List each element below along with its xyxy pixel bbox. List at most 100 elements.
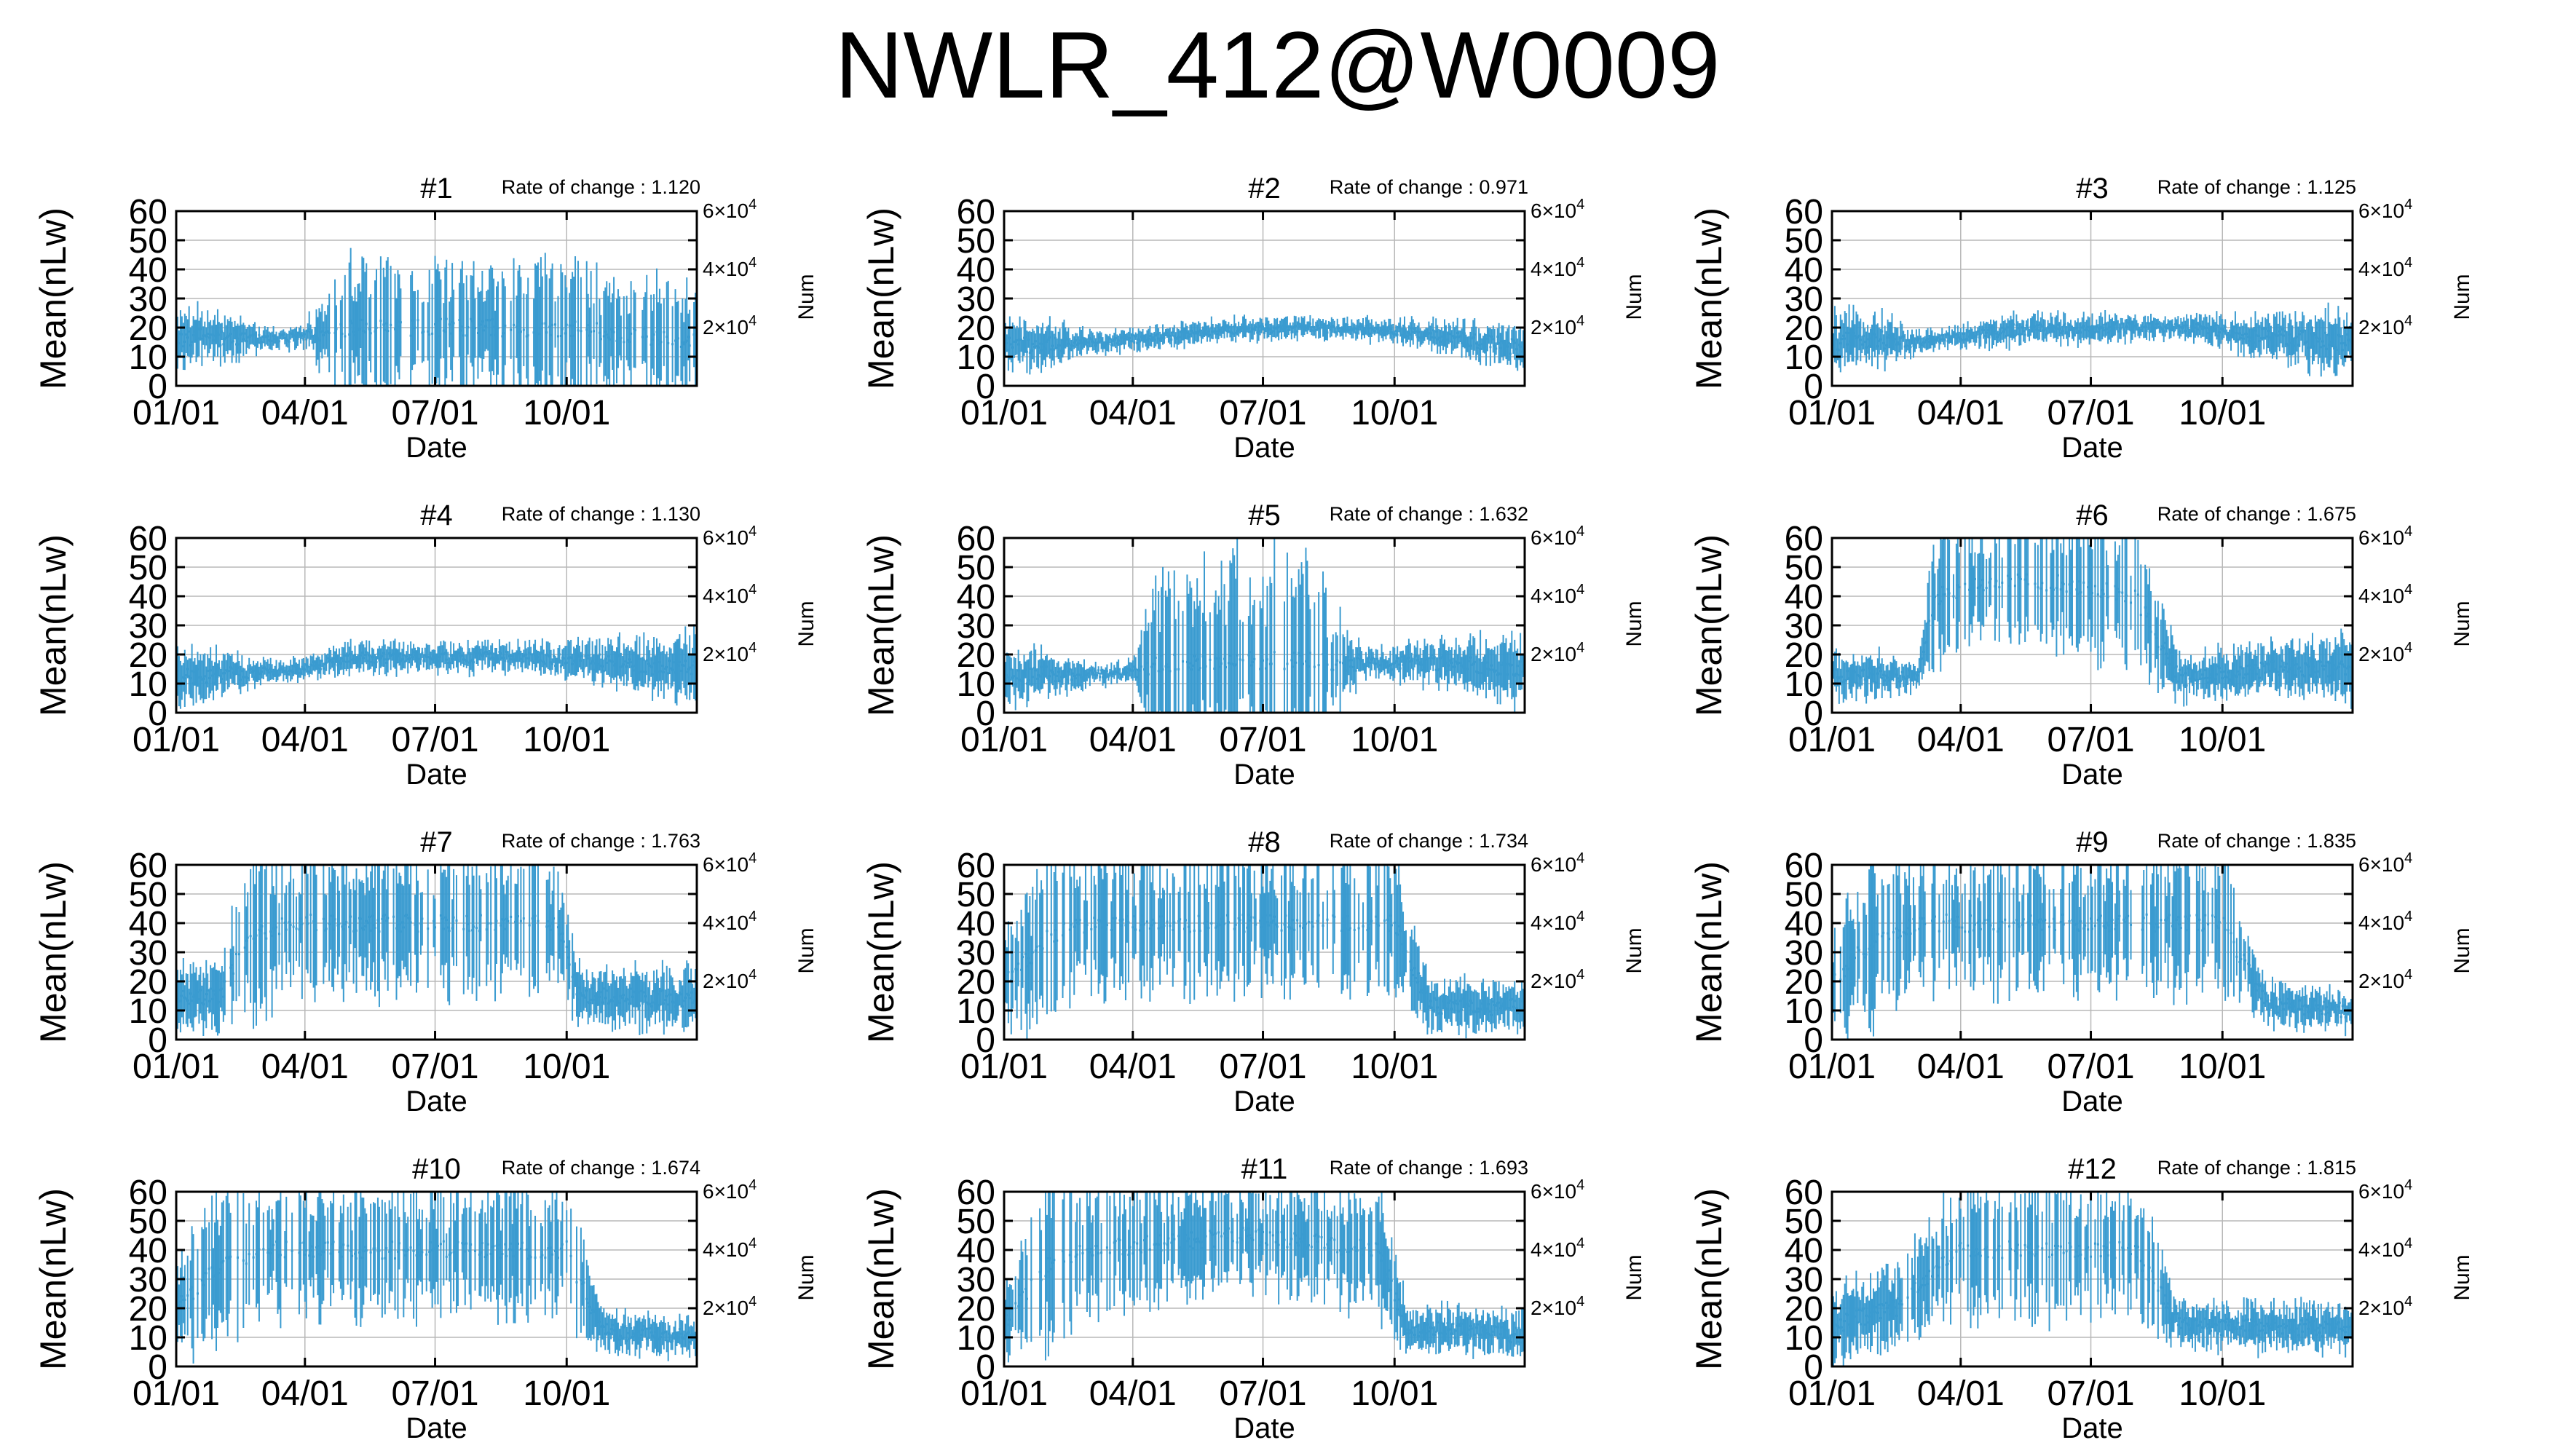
data-series xyxy=(1003,865,1526,1040)
x-tick-label: 10/01 xyxy=(523,721,610,759)
y-tick-label: 50 xyxy=(129,222,167,261)
y2-tick-label: 6×104 xyxy=(2358,523,2412,549)
y-tick-label: 30 xyxy=(1785,280,1823,319)
x-axis-label: Date xyxy=(2061,432,2123,464)
panel-title: #5 xyxy=(1248,499,1281,531)
x-tick-label: 10/01 xyxy=(523,394,610,432)
y-tick-label: 30 xyxy=(129,280,167,319)
rate-of-change-label: Rate of change : 1.675 xyxy=(2157,503,2356,525)
y-tick-label: 0 xyxy=(1804,695,1823,733)
panel-title: #4 xyxy=(420,499,453,531)
y2-tick-label: 2×104 xyxy=(703,313,757,339)
y2-axis-label: Num xyxy=(1622,274,1646,320)
y-tick-label: 40 xyxy=(1785,251,1823,290)
x-tick-label: 04/01 xyxy=(1917,394,2005,432)
rate-of-change-label: Rate of change : 1.632 xyxy=(1330,503,1528,525)
x-tick-label: 01/01 xyxy=(960,394,1048,432)
y2-axis: 2×104 4×104 6×104 xyxy=(703,197,757,339)
y-tick-label: 10 xyxy=(957,665,995,704)
y-tick-label: 40 xyxy=(129,905,167,943)
y-tick-label: 60 xyxy=(129,193,167,232)
y-tick-label: 30 xyxy=(129,934,167,973)
x-axis: 01/01 04/01 07/01 10/01 xyxy=(133,865,610,1086)
x-tick-label: 07/01 xyxy=(1219,394,1306,432)
x-tick-label: 04/01 xyxy=(261,721,349,759)
y-tick-label: 60 xyxy=(957,193,995,232)
y-tick-label: 60 xyxy=(129,520,167,558)
y-tick-label: 10 xyxy=(1785,665,1823,704)
rate-of-change-label: Rate of change : 1.130 xyxy=(502,503,700,525)
y2-axis: 2×104 4×104 6×104 xyxy=(2358,197,2412,339)
x-tick-label: 10/01 xyxy=(2179,721,2266,759)
y-tick-label: 60 xyxy=(1785,520,1823,558)
rate-of-change-label: Rate of change : 1.120 xyxy=(502,176,700,198)
y2-axis-label: Num xyxy=(794,601,818,646)
x-tick-label: 10/01 xyxy=(523,1048,610,1086)
x-tick-label: 01/01 xyxy=(133,721,220,759)
y-tick-label: 40 xyxy=(1785,578,1823,617)
x-axis-label: Date xyxy=(406,759,467,791)
y2-tick-label: 6×104 xyxy=(703,197,757,222)
x-tick-label: 01/01 xyxy=(1788,721,1876,759)
x-tick-label: 01/01 xyxy=(133,394,220,432)
x-axis: 01/01 04/01 07/01 10/01 xyxy=(1788,211,2266,432)
x-axis-label: Date xyxy=(406,432,467,464)
y-axis-label: Mean(nLw) xyxy=(1689,534,1729,716)
x-tick-label: 07/01 xyxy=(2047,394,2134,432)
y-tick-label: 10 xyxy=(129,339,167,377)
y-tick-label: 60 xyxy=(129,847,167,885)
x-tick-label: 07/01 xyxy=(1219,721,1306,759)
data-series xyxy=(1003,314,1526,375)
y-tick-label: 0 xyxy=(148,1021,167,1060)
y-tick-label: 50 xyxy=(129,876,167,914)
y-tick-label: 30 xyxy=(129,607,167,646)
x-tick-label: 01/01 xyxy=(960,721,1048,759)
y-tick-label: 10 xyxy=(1785,339,1823,377)
panel-title: #7 xyxy=(420,826,453,858)
y2-tick-label: 6×104 xyxy=(703,850,757,876)
y2-axis-label: Num xyxy=(2450,274,2474,320)
y2-tick-label: 6×104 xyxy=(1531,197,1584,222)
x-tick-label: 04/01 xyxy=(1917,721,2005,759)
y2-tick-label: 4×104 xyxy=(2358,582,2412,607)
y2-axis-label: Num xyxy=(794,274,818,320)
data-series xyxy=(175,624,698,709)
x-axis: 01/01 04/01 07/01 10/01 xyxy=(133,538,610,759)
grid xyxy=(1832,211,2353,386)
y2-axis: 2×104 4×104 6×104 xyxy=(703,850,757,992)
y-tick-label: 50 xyxy=(129,549,167,587)
x-tick-label: 04/01 xyxy=(1089,394,1177,432)
y2-tick-label: 4×104 xyxy=(1531,582,1584,607)
page-title: NWLR_412@W0009 xyxy=(834,12,1721,118)
x-tick-label: 10/01 xyxy=(1351,721,1438,759)
y-tick-label: 20 xyxy=(957,309,995,348)
y-tick-label: 0 xyxy=(148,695,167,733)
y2-tick-label: 4×104 xyxy=(703,909,757,934)
y-axis-label: Mean(nLw) xyxy=(1689,207,1729,389)
y-tick-label: 20 xyxy=(129,963,167,1002)
data-series xyxy=(175,865,698,1040)
y2-tick-label: 4×104 xyxy=(2358,255,2412,280)
y2-tick-label: 2×104 xyxy=(703,640,757,665)
x-axis-label: Date xyxy=(1233,759,1295,791)
y-tick-label: 20 xyxy=(1785,636,1823,675)
y2-tick-label: 2×104 xyxy=(2358,313,2412,339)
grid xyxy=(1004,538,1525,713)
panel-title: #2 xyxy=(1248,173,1281,205)
y-tick-label: 0 xyxy=(976,695,995,733)
y-tick-label: 0 xyxy=(1804,368,1823,406)
y2-tick-label: 4×104 xyxy=(1531,255,1584,280)
y2-axis-label: Num xyxy=(794,927,818,973)
x-tick-label: 07/01 xyxy=(391,721,478,759)
x-axis-label: Date xyxy=(1233,432,1295,464)
y-tick-label: 0 xyxy=(148,368,167,406)
y-tick-label: 60 xyxy=(1785,193,1823,232)
x-tick-label: 07/01 xyxy=(391,1048,478,1086)
y-axis-label: Mean(nLw) xyxy=(861,207,901,389)
panel-title: #3 xyxy=(2076,173,2109,205)
